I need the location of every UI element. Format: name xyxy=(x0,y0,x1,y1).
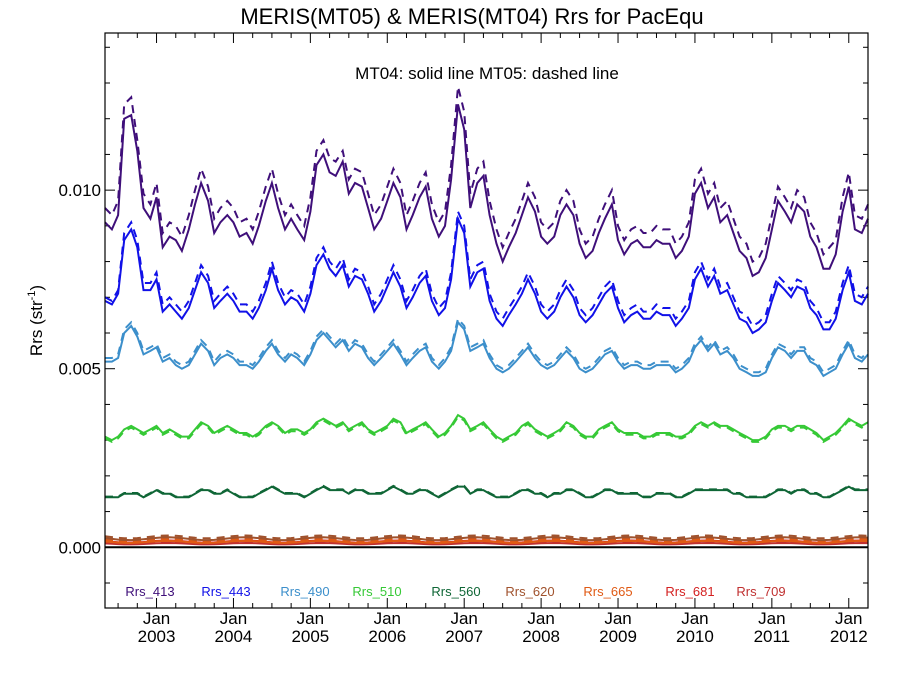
y-axis-title-base: Rrs (str xyxy=(27,300,46,356)
x-tick-month-label: Jan xyxy=(758,609,785,628)
y-axis-title: Rrs (str-1) xyxy=(26,285,46,356)
x-tick-month-label: Jan xyxy=(220,609,247,628)
legend-rrs-620: Rrs_620 xyxy=(505,584,554,599)
series-rrs-665-mt04-line xyxy=(104,539,869,545)
y-axis-title-superscript: -1 xyxy=(26,291,38,301)
series-rrs-560-mt04-line xyxy=(105,485,868,499)
legend-rrs-681: Rrs_681 xyxy=(665,584,714,599)
x-tick-month-label: Jan xyxy=(681,609,708,628)
x-tick-month-label: Jan xyxy=(604,609,631,628)
x-tick-month-label: Jan xyxy=(527,609,554,628)
series-rrs-709-mt04-line xyxy=(104,541,869,546)
chart-annotation: MT04: solid line MT05: dashed line xyxy=(355,64,619,83)
series-rrs-510-mt04-line xyxy=(104,413,869,442)
y-tick-label: 0.005 xyxy=(58,360,101,379)
x-tick-year-label: 2004 xyxy=(215,627,253,646)
x-tick-month-label: Jan xyxy=(297,609,324,628)
series-rrs-510-mt05-line xyxy=(104,415,869,444)
y-tick-label: 0.000 xyxy=(58,538,101,557)
legend-rrs-560: Rrs_560 xyxy=(431,584,480,599)
legend-rrs-490: Rrs_490 xyxy=(280,584,329,599)
x-tick-year-label: 2011 xyxy=(754,627,791,646)
series-rrs-620-mt05-line xyxy=(104,534,869,540)
legend-rrs-665: Rrs_665 xyxy=(583,584,632,599)
chart-title: MERIS(MT05) & MERIS(MT04) Rrs for PacEqu xyxy=(240,4,703,29)
series-rrs-413-mt05-line xyxy=(104,86,869,264)
series-rrs-490-mt04-line xyxy=(105,320,869,378)
x-tick-year-label: 2010 xyxy=(676,627,714,646)
series-rrs-443-mt05-line xyxy=(104,207,869,328)
series-rrs-665-mt05-line xyxy=(104,538,869,543)
x-tick-year-label: 2006 xyxy=(368,627,406,646)
x-tick-year-label: 2008 xyxy=(522,627,560,646)
x-tick-month-label: Jan xyxy=(450,609,477,628)
x-tick-month-label: Jan xyxy=(143,609,170,628)
legend-rrs-413: Rrs_413 xyxy=(125,584,174,599)
series-rrs-490-mt05-line xyxy=(105,316,869,374)
x-tick-year-label: 2003 xyxy=(138,627,176,646)
x-tick-year-label: 2009 xyxy=(599,627,637,646)
x-tick-month-label: Jan xyxy=(835,609,862,628)
series-rrs-443-mt04-line xyxy=(104,214,869,335)
x-tick-year-label: 2005 xyxy=(291,627,329,646)
y-axis-title-tail: ) xyxy=(27,285,46,291)
y-axis-label: Rrs (str-1) xyxy=(26,285,46,356)
x-tick-year-label: 2012 xyxy=(830,627,868,646)
plot-frame xyxy=(104,32,869,609)
y-tick-label: 0.010 xyxy=(58,181,101,200)
legend-rrs-443: Rrs_443 xyxy=(201,584,250,599)
x-tick-month-label: Jan xyxy=(374,609,401,628)
legend-rrs-510: Rrs_510 xyxy=(352,584,401,599)
legend-rrs-709: Rrs_709 xyxy=(736,584,785,599)
x-tick-year-label: 2007 xyxy=(445,627,483,646)
series-rrs-413-mt04-line xyxy=(104,104,869,278)
series-rrs-620-mt04-line xyxy=(104,536,869,542)
